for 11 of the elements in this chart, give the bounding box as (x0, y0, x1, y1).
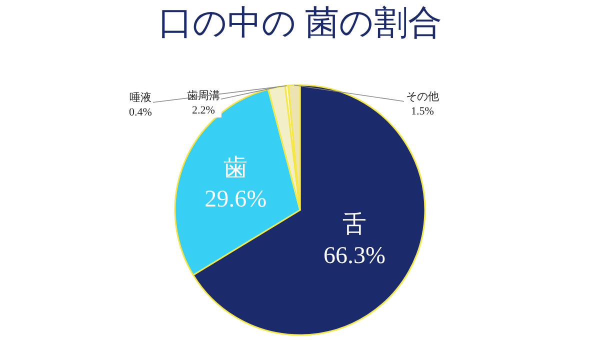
slice-label: その他 (406, 91, 439, 103)
slice-label: 歯 (224, 155, 248, 182)
data-label: 29.6% (204, 186, 267, 213)
data-label: 2.2% (192, 104, 215, 116)
slice-label: 舌 (342, 212, 366, 238)
data-label: 0.4% (129, 106, 152, 118)
slice-label: 唾液 (129, 91, 152, 104)
chart-title: 口の中の 菌の割合 (158, 5, 442, 42)
data-label: 1.5% (411, 105, 434, 118)
data-label: 66.3% (323, 243, 386, 270)
slice-label: 歯周溝 (187, 89, 220, 102)
